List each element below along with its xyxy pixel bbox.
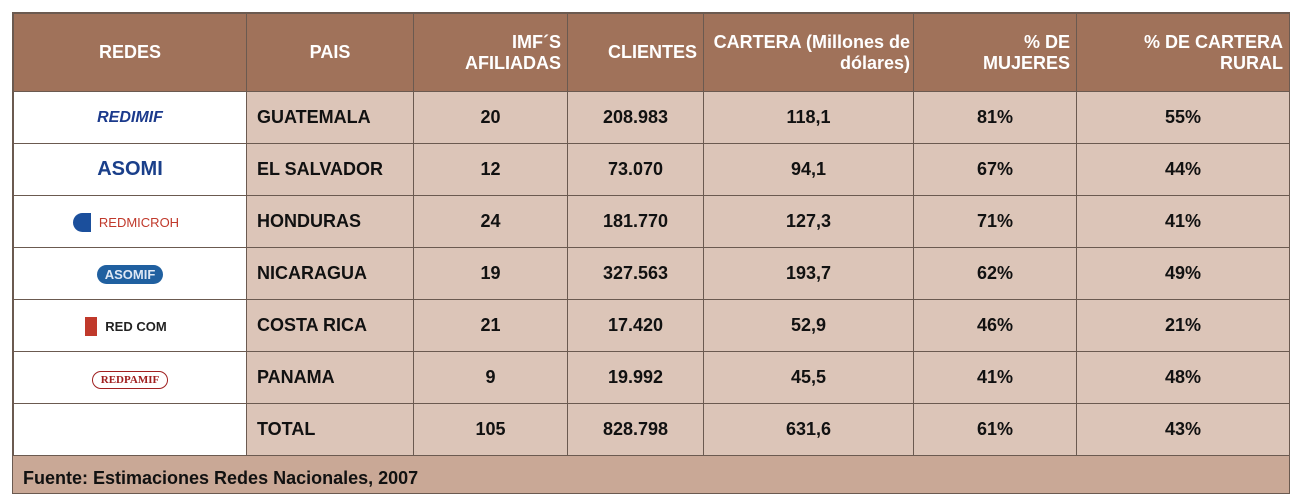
header-cell: CLIENTES bbox=[567, 13, 704, 92]
value-cell: 21 bbox=[413, 299, 568, 352]
value-cell: 44% bbox=[1076, 143, 1290, 196]
value-cell: 49% bbox=[1076, 247, 1290, 300]
table-row: TOTAL 105 828.798 631,6 61% 43% bbox=[13, 403, 1290, 456]
table-row: REDMICROH HONDURAS 24 181.770 127,3 71% 41% bbox=[13, 195, 1290, 248]
header-cell: IMF´S AFILIADAS bbox=[413, 13, 568, 92]
value-cell: 48% bbox=[1076, 351, 1290, 404]
table-panel: REDES PAIS IMF´S AFILIADAS CLIENTES CARTERA … bbox=[12, 12, 1290, 494]
logo-cell: REDPAMIF bbox=[13, 351, 247, 404]
header-text: % DE MUJERES bbox=[982, 31, 1070, 73]
header-text: REDES bbox=[98, 42, 161, 62]
network-logo: RED COM bbox=[85, 317, 174, 336]
header-text: PAIS bbox=[309, 42, 351, 62]
country-cell: HONDURAS bbox=[246, 195, 414, 248]
logo-cell: ASOMIF bbox=[13, 247, 247, 300]
logo-cell: REDMICROH bbox=[13, 195, 247, 248]
network-logo: REDIMIF bbox=[97, 109, 163, 126]
logo-cell: REDIMIF bbox=[13, 91, 247, 144]
network-logo: REDMICROH bbox=[72, 213, 187, 232]
value-cell: 9 bbox=[413, 351, 568, 404]
network-logo: ASOMI bbox=[97, 158, 163, 180]
value-cell: 41% bbox=[1076, 195, 1290, 248]
value-cell: 12 bbox=[413, 143, 568, 196]
logo-cell: ASOMI bbox=[13, 143, 247, 196]
network-logo: ASOMIF bbox=[96, 265, 164, 284]
value-cell: 19 bbox=[413, 247, 568, 300]
value-cell: 62% bbox=[913, 247, 1077, 300]
header-text: CARTERA (Millones de dólares) bbox=[713, 31, 910, 73]
value-cell: 19.992 bbox=[567, 351, 704, 404]
header-cell: % DE MUJERES bbox=[913, 13, 1077, 92]
country-cell: GUATEMALA bbox=[246, 91, 414, 144]
source-note: Fuente: Estimaciones Redes Nacionales, 2… bbox=[23, 468, 419, 488]
value-cell: 55% bbox=[1076, 91, 1290, 144]
country-cell: PANAMA bbox=[246, 351, 414, 404]
value-cell: 208.983 bbox=[567, 91, 704, 144]
data-table: REDES PAIS IMF´S AFILIADAS CLIENTES CARTERA … bbox=[13, 13, 1290, 456]
value-cell: 61% bbox=[913, 403, 1077, 456]
value-cell: 828.798 bbox=[567, 403, 704, 456]
logo-cell: RED COM bbox=[13, 299, 247, 352]
value-cell: 193,7 bbox=[703, 247, 914, 300]
header-cell: CARTERA (Millones de dólares) bbox=[703, 13, 914, 92]
value-cell: 24 bbox=[413, 195, 568, 248]
value-cell: 20 bbox=[413, 91, 568, 144]
network-logo: REDPAMIF bbox=[91, 370, 169, 389]
country-cell: COSTA RICA bbox=[246, 299, 414, 352]
value-cell: 127,3 bbox=[703, 195, 914, 248]
table-row: ASOMI EL SALVADOR 12 73.070 94,1 67% 44% bbox=[13, 143, 1290, 196]
header-cell: PAIS bbox=[246, 13, 414, 92]
value-cell: 17.420 bbox=[567, 299, 704, 352]
country-cell: TOTAL bbox=[246, 403, 414, 456]
table-row: ASOMIF NICARAGUA 19 327.563 193,7 62% 49% bbox=[13, 247, 1290, 300]
value-cell: 94,1 bbox=[703, 143, 914, 196]
value-cell: 73.070 bbox=[567, 143, 704, 196]
header-row: REDES PAIS IMF´S AFILIADAS CLIENTES CARTERA … bbox=[13, 13, 1290, 92]
value-cell: 52,9 bbox=[703, 299, 914, 352]
value-cell: 631,6 bbox=[703, 403, 914, 456]
table-body: REDIMIF GUATEMALA 20 208.983 118,1 81% 55% ASOM… bbox=[13, 91, 1290, 456]
value-cell: 327.563 bbox=[567, 247, 704, 300]
value-cell: 105 bbox=[413, 403, 568, 456]
value-cell: 46% bbox=[913, 299, 1077, 352]
header-text: % DE CARTERA RURAL bbox=[1143, 31, 1283, 73]
value-cell: 118,1 bbox=[703, 91, 914, 144]
header-text: IMF´S AFILIADAS bbox=[465, 31, 561, 73]
value-cell: 67% bbox=[913, 143, 1077, 196]
country-cell: NICARAGUA bbox=[246, 247, 414, 300]
header-cell: REDES bbox=[13, 13, 247, 92]
header-text: CLIENTES bbox=[607, 42, 697, 62]
table-row: RED COM COSTA RICA 21 17.420 52,9 46% 21% bbox=[13, 299, 1290, 352]
table-row: REDPAMIF PANAMA 9 19.992 45,5 41% 48% bbox=[13, 351, 1290, 404]
country-cell: EL SALVADOR bbox=[246, 143, 414, 196]
value-cell: 45,5 bbox=[703, 351, 914, 404]
table-row: REDIMIF GUATEMALA 20 208.983 118,1 81% 55% bbox=[13, 91, 1290, 144]
value-cell: 181.770 bbox=[567, 195, 704, 248]
value-cell: 43% bbox=[1076, 403, 1290, 456]
header-cell: % DE CARTERA RURAL bbox=[1076, 13, 1290, 92]
value-cell: 81% bbox=[913, 91, 1077, 144]
value-cell: 71% bbox=[913, 195, 1077, 248]
logo-cell bbox=[13, 403, 247, 456]
value-cell: 41% bbox=[913, 351, 1077, 404]
value-cell: 21% bbox=[1076, 299, 1290, 352]
